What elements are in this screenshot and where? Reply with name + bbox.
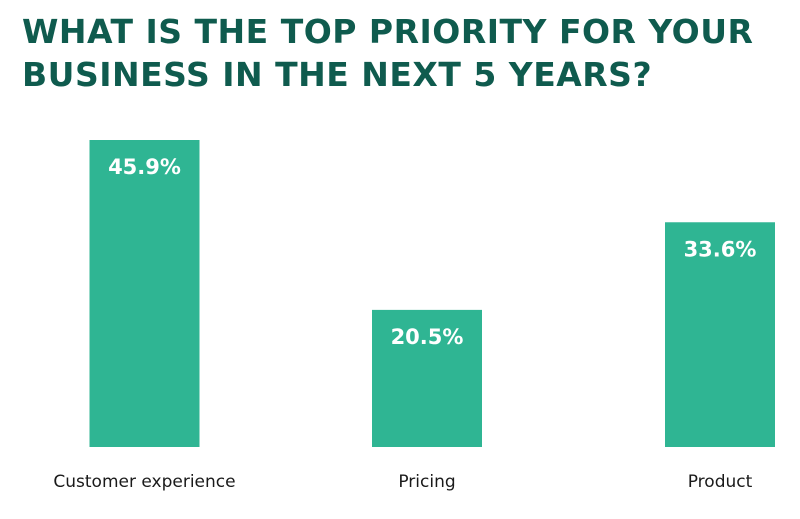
bar-value-label: 33.6% (684, 237, 757, 261)
chart-title-line-2: BUSINESS IN THE NEXT 5 YEARS? (22, 55, 653, 94)
category-label: Pricing (398, 472, 455, 492)
chart-title-line-1: WHAT IS THE TOP PRIORITY FOR YOUR (22, 12, 754, 51)
bar-value-label: 45.9% (108, 155, 181, 179)
chart-title: WHAT IS THE TOP PRIORITY FOR YOUR BUSINE… (22, 10, 782, 96)
bar-value-label: 20.5% (391, 325, 464, 349)
bar-pricing (372, 309, 482, 447)
category-label: Customer experience (53, 472, 235, 492)
bar-customer-experience (89, 140, 200, 447)
category-label: Product (688, 472, 753, 492)
bar-product (665, 222, 775, 447)
